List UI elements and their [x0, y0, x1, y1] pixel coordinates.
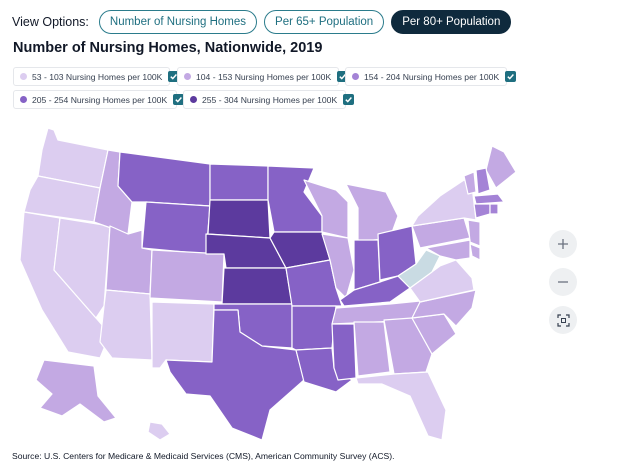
checkbox-icon[interactable] — [168, 71, 180, 82]
legend-swatch — [352, 73, 359, 80]
state-nd[interactable] — [209, 163, 269, 201]
legend-swatch — [190, 96, 197, 103]
state-la[interactable] — [295, 347, 353, 393]
legend-swatch — [20, 96, 27, 103]
legend-label: 53 - 103 Nursing Homes per 100K — [32, 71, 163, 82]
state-nc[interactable] — [411, 289, 477, 327]
state-ms[interactable] — [331, 323, 357, 381]
legend-item-bin-1[interactable]: 53 - 103 Nursing Homes per 100K — [13, 67, 180, 86]
zoom-out-button[interactable] — [549, 268, 577, 296]
state-al[interactable] — [353, 321, 391, 377]
state-nh[interactable] — [475, 167, 491, 195]
state-ga[interactable] — [383, 317, 433, 375]
per-80-population-button[interactable]: Per 80+ Population — [391, 10, 512, 34]
legend-item-bin-2[interactable]: 104 - 153 Nursing Homes per 100K — [177, 67, 349, 86]
state-ct[interactable] — [473, 203, 491, 219]
state-ks[interactable] — [221, 267, 293, 305]
state-or[interactable] — [23, 175, 101, 223]
state-va[interactable] — [409, 259, 475, 303]
legend-label: 205 - 254 Nursing Homes per 100K — [32, 94, 168, 105]
per-65-population-button[interactable]: Per 65+ Population — [264, 10, 385, 34]
view-options-row: View Options: Number of Nursing Homes Pe… — [12, 10, 518, 34]
state-fl[interactable] — [355, 371, 447, 441]
source-note: Source: U.S. Centers for Medicare & Medi… — [12, 451, 395, 461]
state-mo[interactable] — [285, 259, 343, 307]
plus-icon — [558, 239, 568, 249]
state-nm[interactable] — [151, 301, 215, 369]
view-options-label: View Options: — [12, 15, 89, 29]
state-nj[interactable] — [467, 219, 481, 247]
legend-label: 255 - 304 Nursing Homes per 100K — [202, 94, 338, 105]
state-tx[interactable] — [165, 309, 305, 441]
state-ri[interactable] — [489, 203, 499, 215]
checkbox-icon[interactable] — [337, 71, 349, 82]
legend-item-bin-5[interactable]: 255 - 304 Nursing Homes per 100K — [183, 90, 355, 109]
state-ak[interactable] — [35, 359, 117, 423]
legend-item-bin-4[interactable]: 205 - 254 Nursing Homes per 100K — [13, 90, 185, 109]
legend-label: 104 - 153 Nursing Homes per 100K — [196, 71, 332, 82]
zoom-in-button[interactable] — [549, 230, 577, 258]
minus-icon — [558, 281, 568, 283]
map-title: Number of Nursing Homes, Nationwide, 201… — [13, 40, 323, 56]
state-de[interactable] — [469, 243, 481, 261]
state-hi[interactable] — [147, 421, 171, 441]
state-sd[interactable] — [207, 199, 271, 239]
state-wy[interactable] — [141, 201, 211, 255]
legend-swatch — [20, 73, 27, 80]
state-md[interactable] — [425, 239, 471, 261]
legend-label: 154 - 204 Nursing Homes per 100K — [364, 71, 500, 82]
checkbox-icon[interactable] — [343, 94, 355, 105]
state-ar[interactable] — [291, 305, 337, 351]
fit-to-screen-button[interactable] — [549, 306, 577, 334]
state-in[interactable] — [353, 239, 381, 291]
checkbox-icon[interactable] — [173, 94, 185, 105]
us-choropleth-map — [19, 127, 517, 441]
state-vt[interactable] — [463, 171, 477, 195]
state-ny[interactable] — [411, 179, 477, 227]
state-co[interactable] — [149, 249, 225, 303]
state-az[interactable] — [99, 289, 153, 361]
checkbox-icon[interactable] — [505, 71, 517, 82]
state-mt[interactable] — [117, 151, 211, 207]
fit-screen-icon — [556, 313, 570, 327]
state-ma[interactable] — [473, 193, 505, 205]
number-of-nursing-homes-button[interactable]: Number of Nursing Homes — [98, 10, 258, 34]
legend-swatch — [184, 73, 191, 80]
legend-item-bin-3[interactable]: 154 - 204 Nursing Homes per 100K — [345, 67, 517, 86]
state-me[interactable] — [485, 145, 517, 189]
